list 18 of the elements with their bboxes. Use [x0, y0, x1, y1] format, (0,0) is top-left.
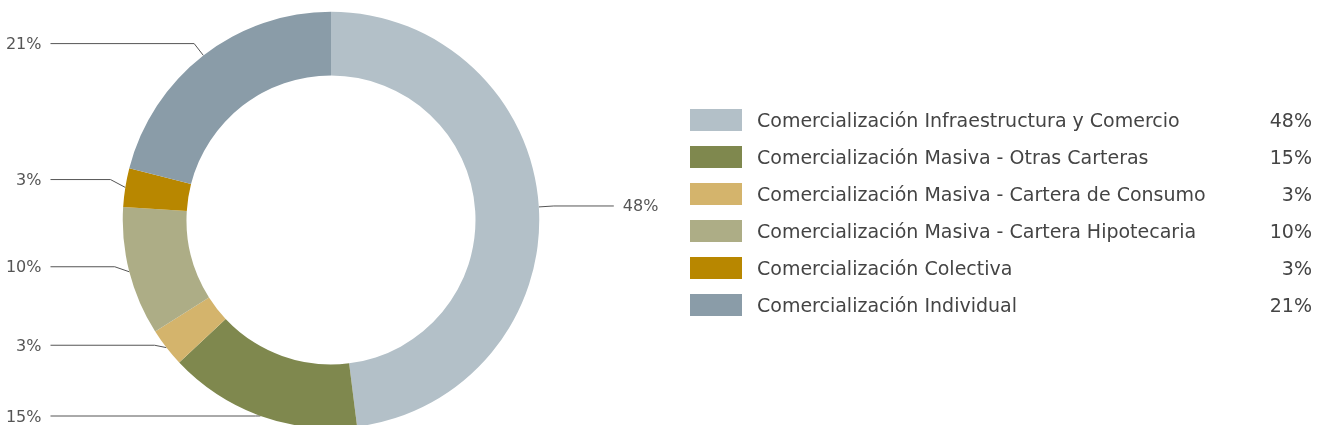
text: 15%	[1269, 146, 1312, 168]
legend-label: Comercialización Infraestructura y Comercio	[757, 109, 1180, 131]
data-label: 3%	[16, 170, 42, 190]
data-label: 15%	[5, 406, 42, 425]
text: 3%	[1281, 257, 1312, 279]
data-label: 48%	[622, 196, 659, 216]
legend-label: Comercialización Masiva - Cartera Hipotecaria	[757, 220, 1197, 242]
legend-label: Comercialización Masiva - Cartera de Consumo	[757, 183, 1206, 205]
legend-label: Comercialización Colectiva	[757, 257, 1013, 279]
legend-label: Comercialización Individual	[757, 294, 1017, 316]
text: 48%	[1269, 109, 1312, 131]
data-label: 3%	[16, 335, 42, 355]
legend-label: Comercialización Masiva - Otras Carteras	[757, 146, 1149, 168]
text: 3%	[1281, 183, 1312, 205]
data-label: 21%	[5, 34, 42, 54]
text: 21%	[1269, 294, 1312, 316]
data-label: 10%	[5, 257, 42, 277]
text: 10%	[1269, 220, 1312, 242]
